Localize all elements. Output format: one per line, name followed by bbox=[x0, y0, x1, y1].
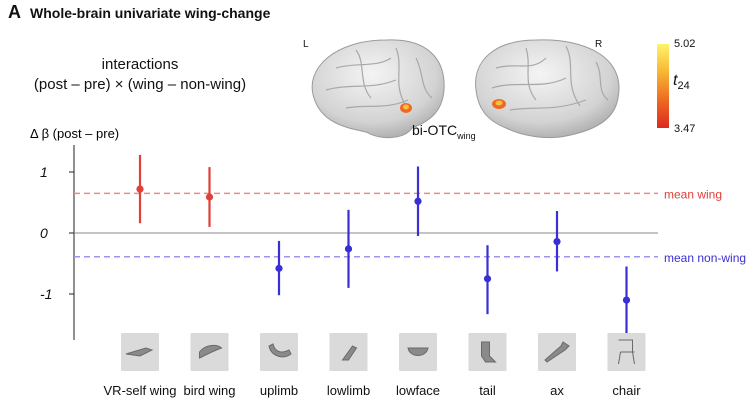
data-point bbox=[275, 264, 283, 272]
y-tick-label: 1 bbox=[40, 164, 48, 180]
category-label: lowface bbox=[396, 383, 440, 398]
left-hemisphere bbox=[311, 39, 445, 138]
brain-renderings bbox=[311, 39, 620, 139]
colorbar bbox=[657, 44, 669, 128]
colorbar-title-subscript: 24 bbox=[677, 80, 690, 93]
right-hemisphere-label: R bbox=[595, 39, 603, 50]
category-thumbnail-object bbox=[268, 343, 292, 358]
roi-label: bi-OTCwing bbox=[412, 122, 476, 141]
y-axis-title: Δ β (post – pre) bbox=[30, 126, 119, 141]
right-hemisphere bbox=[475, 39, 620, 139]
category-label: bird wing bbox=[183, 383, 235, 398]
data-point bbox=[414, 197, 422, 205]
data-point bbox=[622, 296, 631, 304]
category-thumbnail-object bbox=[481, 341, 497, 363]
y-tick-label: 0 bbox=[40, 225, 48, 241]
data-point bbox=[344, 245, 353, 253]
category-label: chair bbox=[612, 383, 641, 398]
data-point bbox=[553, 237, 561, 246]
data-point bbox=[483, 275, 492, 283]
interactions-title: interactions bbox=[101, 56, 179, 73]
colorbar-min-label: 3.47 bbox=[674, 123, 696, 135]
colorbar-title: t24 bbox=[673, 72, 690, 93]
category-thumbnail-object bbox=[341, 345, 358, 361]
category-thumbnail-object bbox=[199, 344, 223, 359]
category-thumbnail-object bbox=[125, 347, 154, 357]
interactions-formula: (post – pre) × (wing – non-wing) bbox=[33, 76, 247, 93]
left-hemisphere-label: L bbox=[303, 39, 309, 50]
panel-title: Whole-brain univariate wing-change bbox=[30, 5, 271, 21]
colorbar-max-label: 5.02 bbox=[674, 38, 696, 50]
category-thumbnail-object bbox=[618, 339, 635, 365]
data-point bbox=[205, 193, 214, 201]
reference-line-label: mean non-wing bbox=[664, 251, 746, 265]
category-label: tail bbox=[479, 383, 496, 398]
y-tick-label: -1 bbox=[40, 286, 52, 302]
panel-letter: A bbox=[8, 2, 21, 22]
data-point bbox=[136, 185, 144, 193]
category-thumbnail-object bbox=[544, 341, 570, 363]
category-label: ax bbox=[550, 383, 564, 398]
category-thumbnail-object bbox=[407, 347, 429, 356]
roi-subscript: wing bbox=[457, 130, 476, 141]
reference-line-label: mean wing bbox=[664, 187, 722, 201]
category-label: uplimb bbox=[260, 383, 298, 398]
category-label: lowlimb bbox=[327, 383, 370, 398]
category-label: VR-self wing bbox=[104, 383, 177, 398]
